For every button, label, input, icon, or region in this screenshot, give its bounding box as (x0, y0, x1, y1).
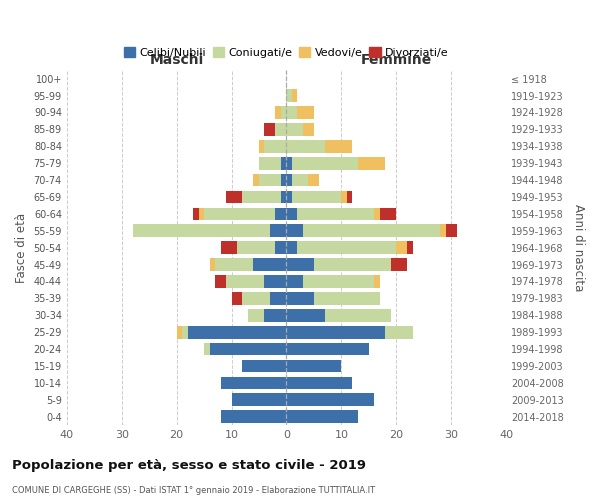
Bar (385, 326, 413, 338)
Bar (286, 90, 292, 102)
Bar (193, 208, 199, 220)
Bar (396, 242, 407, 254)
Bar (259, 157, 281, 170)
Bar (286, 258, 314, 271)
Bar (374, 208, 380, 220)
Bar (303, 275, 374, 288)
Bar (226, 190, 242, 203)
Bar (286, 242, 298, 254)
Bar (265, 123, 275, 136)
Bar (314, 258, 391, 271)
Bar (286, 140, 325, 152)
Bar (232, 394, 286, 406)
Bar (275, 208, 286, 220)
Bar (281, 106, 286, 119)
Bar (221, 410, 286, 423)
Bar (314, 292, 380, 304)
Bar (204, 208, 275, 220)
Bar (199, 208, 204, 220)
Bar (292, 190, 341, 203)
Bar (215, 275, 226, 288)
Bar (215, 258, 253, 271)
Bar (286, 106, 298, 119)
Bar (176, 326, 182, 338)
Legend: Celibi/Nubili, Coniugati/e, Vedovi/e, Divorziati/e: Celibi/Nubili, Coniugati/e, Vedovi/e, Di… (124, 48, 449, 58)
Bar (232, 292, 242, 304)
Bar (221, 242, 237, 254)
Bar (188, 326, 286, 338)
Bar (391, 258, 407, 271)
Bar (209, 343, 286, 355)
Bar (380, 208, 396, 220)
Text: COMUNE DI CARGEGHE (SS) - Dati ISTAT 1° gennaio 2019 - Elaborazione TUTTITALIA.I: COMUNE DI CARGEGHE (SS) - Dati ISTAT 1° … (12, 486, 375, 495)
Bar (286, 394, 374, 406)
Bar (347, 190, 352, 203)
Y-axis label: Anni di nascita: Anni di nascita (572, 204, 585, 292)
Bar (221, 376, 286, 389)
Bar (281, 174, 286, 186)
Bar (242, 292, 270, 304)
Bar (281, 157, 286, 170)
Bar (133, 224, 270, 237)
Text: Popolazione per età, sesso e stato civile - 2019: Popolazione per età, sesso e stato civil… (12, 460, 366, 472)
Bar (275, 106, 281, 119)
Bar (303, 224, 440, 237)
Bar (286, 208, 298, 220)
Bar (286, 292, 314, 304)
Bar (204, 343, 209, 355)
Bar (308, 174, 319, 186)
Bar (242, 360, 286, 372)
Bar (253, 174, 259, 186)
Bar (248, 309, 265, 322)
Bar (298, 242, 396, 254)
Text: Femmine: Femmine (361, 53, 432, 67)
Bar (259, 140, 265, 152)
Bar (209, 258, 215, 271)
Y-axis label: Fasce di età: Fasce di età (15, 212, 28, 283)
Bar (265, 309, 286, 322)
Bar (286, 224, 303, 237)
Bar (292, 157, 358, 170)
Bar (298, 208, 374, 220)
Bar (286, 174, 292, 186)
Bar (270, 292, 286, 304)
Text: Maschi: Maschi (149, 53, 204, 67)
Bar (286, 343, 369, 355)
Bar (275, 123, 286, 136)
Bar (298, 106, 314, 119)
Bar (446, 224, 457, 237)
Bar (237, 242, 275, 254)
Bar (286, 309, 325, 322)
Bar (325, 140, 352, 152)
Bar (286, 410, 358, 423)
Bar (286, 123, 303, 136)
Bar (292, 90, 298, 102)
Bar (286, 157, 292, 170)
Bar (226, 275, 265, 288)
Bar (407, 242, 413, 254)
Bar (265, 140, 286, 152)
Bar (358, 157, 385, 170)
Bar (281, 190, 286, 203)
Bar (292, 174, 308, 186)
Bar (270, 224, 286, 237)
Bar (341, 190, 347, 203)
Bar (259, 174, 281, 186)
Bar (303, 123, 314, 136)
Bar (286, 275, 303, 288)
Bar (286, 376, 352, 389)
Bar (325, 309, 391, 322)
Bar (286, 326, 385, 338)
Bar (253, 258, 286, 271)
Bar (265, 275, 286, 288)
Bar (275, 242, 286, 254)
Bar (182, 326, 188, 338)
Bar (286, 190, 292, 203)
Bar (286, 360, 341, 372)
Bar (374, 275, 380, 288)
Bar (440, 224, 446, 237)
Bar (242, 190, 281, 203)
